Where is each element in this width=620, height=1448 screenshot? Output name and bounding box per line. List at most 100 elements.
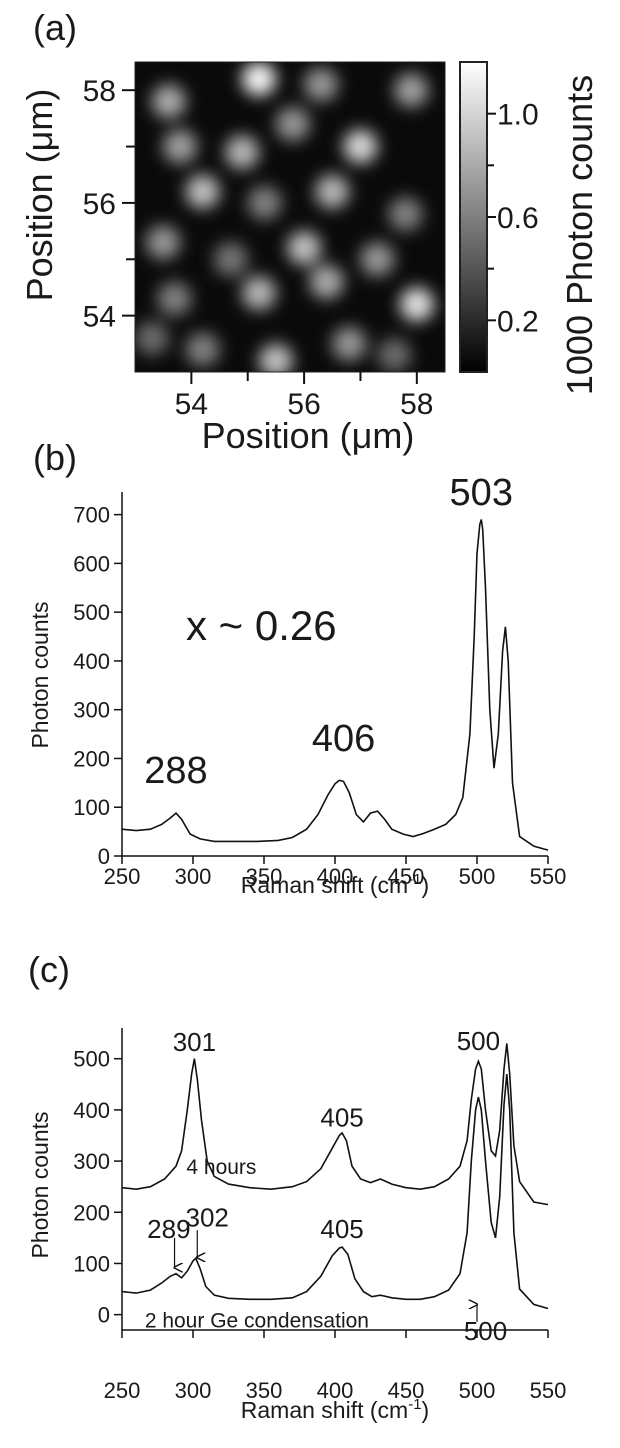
- panel-b-x-tick-label: 550: [530, 864, 567, 889]
- panel-b-peak-labels: 288 406 503: [144, 472, 513, 792]
- panel-c-peak-label: 405: [320, 1102, 363, 1132]
- panel-c-y-tick-label: 400: [73, 1098, 110, 1123]
- panel-b-peak-label: 406: [312, 718, 375, 760]
- panel-b-y-tick-label: 100: [73, 795, 110, 820]
- heatmap-y-tick-label: 54: [83, 301, 116, 334]
- heatmap-spot: [377, 338, 412, 372]
- panel-c-x-tick-label: 500: [459, 1378, 496, 1403]
- heatmap-spot: [343, 129, 378, 164]
- colorbar-gradient: [460, 62, 487, 372]
- heatmap-spot: [388, 197, 423, 232]
- panel-c-axis-frame: [121, 1028, 548, 1331]
- panel-b-x-tick-label: 350: [246, 864, 283, 889]
- panel-c-x-tick-label: 350: [246, 1378, 283, 1403]
- colorbar-ticks: 0.2 0.6 1.0: [487, 99, 539, 338]
- heatmap-spot: [213, 242, 248, 277]
- panel-b-y-tick-label: 700: [73, 503, 110, 528]
- heatmap-x-tick-label: 58: [400, 388, 433, 421]
- heatmap-spot: [360, 242, 395, 277]
- heatmap-x-axis-title: Position (μm): [202, 415, 415, 456]
- panel-b-y-tick-label: 500: [73, 600, 110, 625]
- panel-c-spectra: (c) 250 300 350 400 450 500 550 0 100 200 300 400 50…: [27, 949, 566, 1423]
- panel-c-y-tick-label: 0: [98, 1303, 110, 1328]
- heatmap-y-tick-label: 58: [83, 75, 116, 108]
- panel-c-curve-labels: 4 hours 2 hour Ge condensation: [145, 1156, 369, 1333]
- panel-c-spectrum-line: [121, 1074, 549, 1310]
- panel-c-x-tick-label: 250: [104, 1378, 141, 1403]
- heatmap-y-axis-title: Position (μm): [19, 89, 60, 302]
- panel-c-x-axis-title: Raman shift (cm-1): [241, 1396, 429, 1423]
- heatmap-spots: [135, 62, 434, 372]
- heatmap-spot: [146, 225, 181, 260]
- panel-b-x-tick-label: 300: [175, 864, 212, 889]
- panel-c-x-tick-label: 300: [175, 1378, 212, 1403]
- heatmap-spot: [399, 287, 434, 322]
- heatmap-spot: [275, 107, 310, 141]
- panel-c-peak-label: 405: [320, 1214, 363, 1244]
- heatmap-spot: [287, 231, 322, 265]
- panel-c-peak-label: 289: [147, 1214, 190, 1244]
- heatmap-spot: [135, 321, 169, 356]
- heatmap-spot: [225, 135, 260, 170]
- panel-c-y-tick-label: 500: [73, 1047, 110, 1072]
- panel-b-label: (b): [33, 437, 77, 478]
- panel-b-y-axis-title: Photon counts: [27, 601, 53, 748]
- panel-c-y-axis-title: Photon counts: [27, 1111, 53, 1258]
- heatmap-spot: [394, 73, 429, 108]
- panel-c-spectrum-lines: [121, 1043, 549, 1310]
- heatmap-y-tick-label: 56: [83, 188, 116, 221]
- panel-c-peak-label: 500: [457, 1026, 500, 1056]
- panel-b-x-axis-title: Raman shift (cm-1): [241, 871, 429, 898]
- panel-a-label: (a): [33, 7, 77, 48]
- panel-b-x-tick-label: 250: [104, 864, 141, 889]
- panel-b-ticks: 250 300 350 400 450 500 550 0 100 200 300 400 500 600…: [73, 503, 566, 889]
- heatmap-spot: [151, 84, 186, 119]
- panel-c-peak-label: 500: [464, 1316, 507, 1346]
- panel-a-heatmap: (a) 54 56 58 54 56 58 Position (μm) Position …: [19, 7, 600, 456]
- panel-c-ticks: 250 300 350 400 450 500 550 0 100 200 300 400 500: [73, 1047, 566, 1403]
- panel-c-y-tick-label: 300: [73, 1149, 110, 1174]
- panel-c-x-tick-label: 450: [388, 1378, 425, 1403]
- heatmap-spot: [247, 185, 282, 220]
- panel-b-y-tick-label: 0: [98, 844, 110, 869]
- colorbar-tick-label: 0.2: [497, 305, 539, 338]
- panel-c-spectrum-line: [121, 1043, 549, 1206]
- colorbar-tick-label: 0.6: [497, 202, 539, 235]
- panel-b-x-tick-label: 400: [317, 864, 354, 889]
- heatmap-spot: [258, 343, 293, 372]
- panel-c-arrows: [175, 1230, 477, 1322]
- panel-b-x-tick-label: 500: [459, 864, 496, 889]
- heatmap-spot: [157, 281, 192, 316]
- panel-b-spectrum: (b) 250 300 350 400 450 500 550 0 100 200 300 400 50…: [27, 437, 566, 898]
- heatmap-frame: [134, 61, 446, 373]
- heatmap-spot: [332, 326, 367, 361]
- panel-c-y-tick-label: 100: [73, 1251, 110, 1276]
- panel-c-curve-label: 4 hours: [186, 1156, 256, 1179]
- panel-c-peak-label: 302: [186, 1203, 229, 1233]
- panel-b-peak-label: 503: [450, 472, 513, 514]
- panel-b-y-tick-label: 600: [73, 551, 110, 576]
- panel-c-label: (c): [28, 949, 70, 990]
- heatmap-x-tick-label: 56: [287, 388, 320, 421]
- heatmap-spot: [242, 62, 276, 96]
- heatmap-x-tick-label: 54: [175, 388, 208, 421]
- panel-c-y-tick-label: 200: [73, 1200, 110, 1225]
- panel-c-x-tick-label: 550: [530, 1378, 567, 1403]
- heatmap-spot: [309, 264, 344, 299]
- heatmap-tick-marks: 54 56 58 54 56 58: [83, 75, 434, 421]
- panel-b-y-tick-label: 300: [73, 698, 110, 723]
- panel-c-x-tick-label: 400: [317, 1378, 354, 1403]
- panel-b-y-tick-label: 400: [73, 649, 110, 674]
- panel-b-spectrum-line: [121, 519, 549, 851]
- heatmap-spot: [315, 174, 350, 209]
- heatmap-spot: [304, 67, 338, 102]
- panel-c-peak-label: 301: [173, 1027, 216, 1057]
- panel-b-peak-label: 288: [144, 750, 207, 792]
- panel-c-curve-label: 2 hour Ge condensation: [145, 1309, 369, 1332]
- panel-b-y-tick-label: 200: [73, 746, 110, 771]
- panel-b-x-tick-label: 450: [388, 864, 425, 889]
- heatmap-spot: [185, 174, 220, 209]
- heatmap-spot: [163, 129, 198, 164]
